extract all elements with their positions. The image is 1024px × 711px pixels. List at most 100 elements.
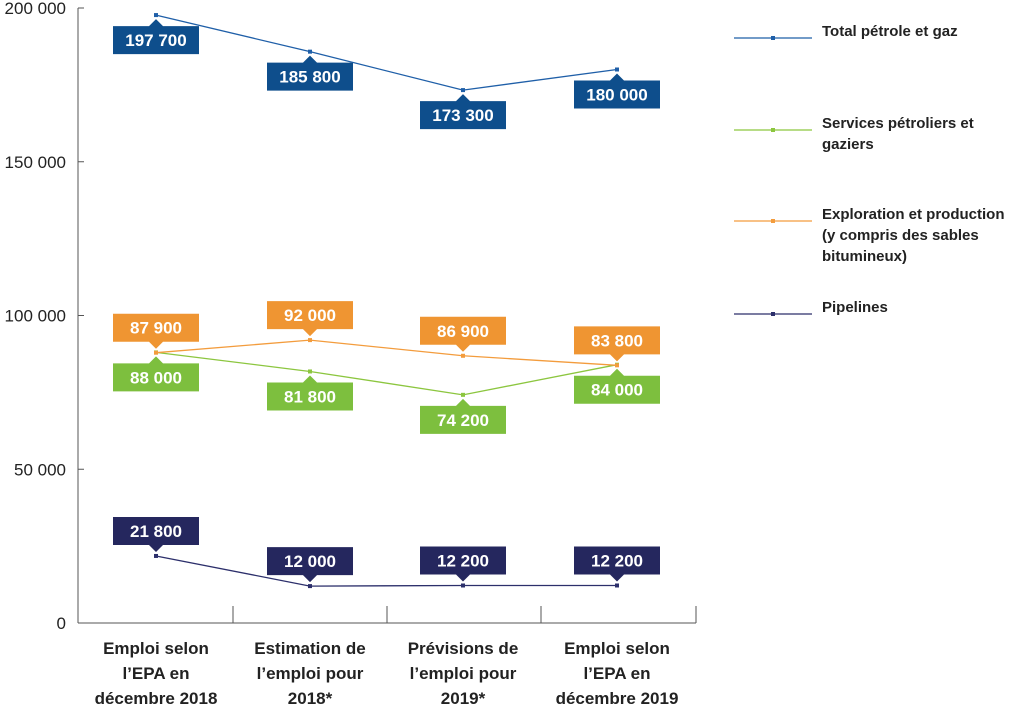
data-label: 12 000 (267, 547, 353, 583)
x-category-label: décembre 2019 (556, 689, 679, 708)
data-label-box (574, 326, 660, 362)
legend-label: gaziers (822, 136, 874, 153)
data-label-box (420, 398, 506, 434)
data-label: 185 800 (267, 55, 353, 91)
y-tick-label: 200 000 (5, 0, 66, 18)
x-category-label: l’EPA en (122, 664, 189, 683)
data-point (308, 49, 312, 54)
data-label-box (113, 516, 199, 552)
data-label-text: 12 200 (591, 551, 643, 570)
data-label: 12 200 (420, 546, 506, 582)
data-label: 197 700 (113, 19, 199, 55)
data-label-text: 83 800 (591, 331, 643, 350)
axes (77, 7, 697, 624)
data-label: 173 300 (420, 94, 506, 130)
series-line (155, 14, 618, 91)
data-point (308, 369, 312, 374)
legend-label: Services pétroliers et (822, 115, 974, 132)
data-label: 88 000 (113, 356, 199, 392)
data-label-box (420, 94, 506, 130)
y-tick-label: 150 000 (5, 153, 66, 172)
data-point (461, 583, 465, 588)
series-lines (154, 13, 619, 589)
y-tick-label: 100 000 (5, 307, 66, 326)
data-label-box (420, 546, 506, 582)
legend-swatch-point (771, 219, 775, 223)
data-label-text: 12 000 (284, 552, 336, 571)
data-label-box (574, 546, 660, 582)
legend: Total pétrole et gaz Services pétroliers … (734, 23, 1005, 316)
data-labels: 197 700 185 800 173 300 180 000 88 000 81 800… (113, 19, 660, 583)
data-label-box (267, 375, 353, 411)
x-category-label: Estimation de (254, 639, 365, 658)
data-label: 84 000 (574, 368, 660, 404)
data-label-box (267, 301, 353, 337)
legend-swatch-point (771, 36, 775, 40)
series-line (155, 339, 618, 366)
data-label-text: 84 000 (591, 381, 643, 400)
legend-item: Pipelines (734, 299, 888, 316)
data-label: 92 000 (267, 301, 353, 337)
data-label-box (113, 356, 199, 392)
x-category-label: 2018* (288, 689, 333, 708)
data-label-text: 81 800 (284, 387, 336, 406)
data-label-text: 12 200 (437, 551, 489, 570)
x-category-label: Prévisions de (408, 639, 519, 658)
legend-label: Pipelines (822, 299, 888, 316)
data-label-box (574, 73, 660, 109)
data-label-text: 197 700 (125, 31, 186, 50)
data-label-box (574, 368, 660, 404)
data-label-text: 173 300 (432, 106, 493, 125)
data-label-text: 88 000 (130, 368, 182, 387)
data-point (461, 392, 465, 397)
x-category-label: Emploi selon (564, 639, 670, 658)
legend-swatch-point (771, 128, 775, 132)
x-category-label: Emploi selon (103, 639, 209, 658)
data-label: 83 800 (574, 326, 660, 362)
data-point (615, 583, 619, 588)
legend-label: bitumineux) (822, 248, 907, 265)
data-label: 74 200 (420, 398, 506, 434)
data-point (308, 584, 312, 589)
y-tick-label: 0 (57, 614, 66, 633)
data-label: 12 200 (574, 546, 660, 582)
data-label-text: 92 000 (284, 306, 336, 325)
legend-item: Exploration et production (y compris des … (734, 206, 1005, 265)
legend-label: (y compris des sables (822, 227, 979, 244)
data-label-box (267, 547, 353, 583)
series-line (155, 351, 618, 396)
x-category-label: décembre 2018 (95, 689, 218, 708)
data-label-box (113, 313, 199, 349)
data-label: 86 900 (420, 316, 506, 352)
data-label-text: 185 800 (279, 68, 340, 87)
legend-label: Exploration et production (822, 206, 1005, 223)
data-point (615, 363, 619, 368)
legend-item: Total pétrole et gaz (734, 23, 958, 40)
data-point (154, 553, 158, 558)
legend-label: Total pétrole et gaz (822, 23, 958, 40)
data-label-box (420, 316, 506, 352)
data-point (461, 353, 465, 358)
data-point (308, 338, 312, 343)
x-category-label: l’emploi pour (257, 664, 364, 683)
data-point (461, 88, 465, 93)
data-label-text: 87 900 (130, 319, 182, 338)
data-label: 21 800 (113, 516, 199, 552)
data-label-box (267, 55, 353, 91)
data-label-box (113, 19, 199, 55)
legend-item: Services pétroliers et gaziers (734, 115, 974, 153)
legend-swatch-point (771, 312, 775, 316)
data-point (615, 67, 619, 72)
data-point (154, 350, 158, 355)
data-point (154, 13, 158, 18)
y-tick-labels: 0 50 000 100 000 150 000 200 000 (5, 0, 66, 633)
data-label: 81 800 (267, 375, 353, 411)
y-tick-label: 50 000 (14, 460, 66, 479)
data-label-text: 21 800 (130, 522, 182, 541)
data-label: 180 000 (574, 73, 660, 109)
data-label: 87 900 (113, 313, 199, 349)
x-category-label: 2019* (441, 689, 486, 708)
x-category-label: l’emploi pour (410, 664, 517, 683)
data-label-text: 86 900 (437, 322, 489, 341)
